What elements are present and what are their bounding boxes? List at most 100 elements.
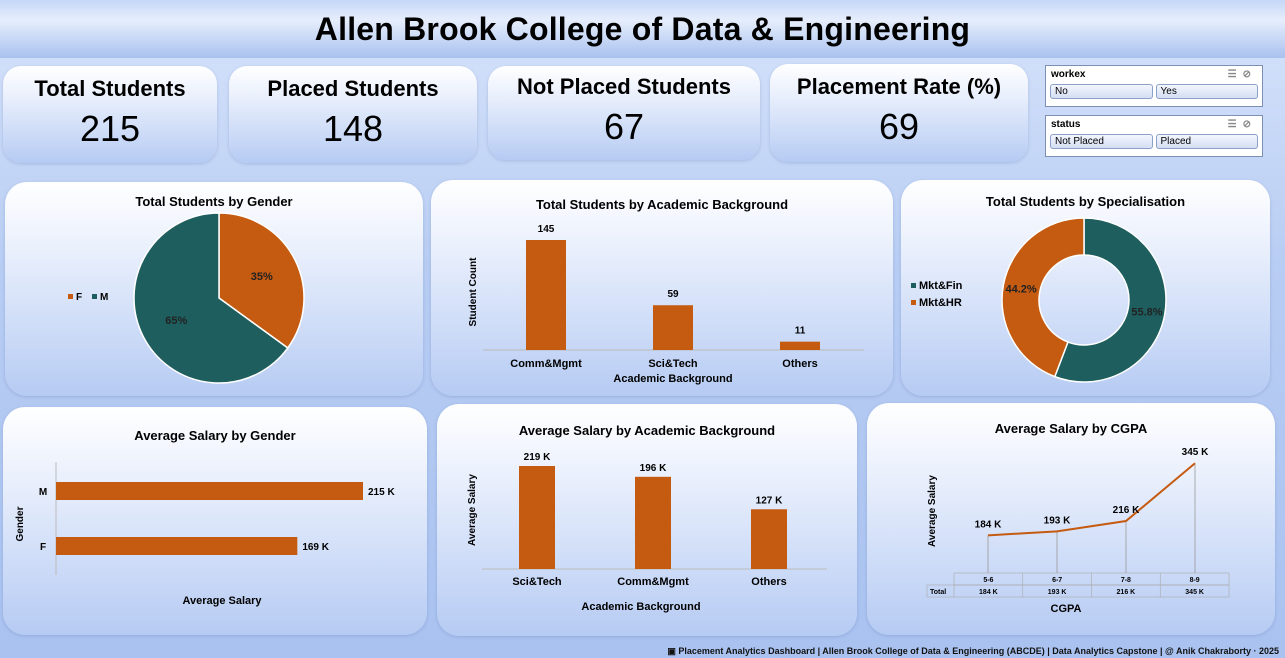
kpi-label: Total Students xyxy=(34,76,186,101)
kpi-value: 69 xyxy=(878,106,920,147)
slicer-option-no[interactable]: No xyxy=(1050,84,1153,99)
data-label: 65% xyxy=(165,315,187,327)
data-label: 184 K xyxy=(975,519,1002,530)
data-label: 196 K xyxy=(640,463,667,474)
pie-slice xyxy=(1001,217,1085,378)
tick-label: Others xyxy=(782,358,817,370)
data-label: 193 K xyxy=(1044,515,1071,526)
gender-pie-chart: 35% 65% F M xyxy=(68,212,305,384)
title-bar: Allen Brook College of Data & Engineerin… xyxy=(0,0,1285,58)
table-value-cell: 345 K xyxy=(1185,589,1204,596)
slicer-option-yes[interactable]: Yes xyxy=(1155,84,1258,99)
table-header-cell: 7-8 xyxy=(1121,577,1131,584)
pie-slice xyxy=(1053,217,1167,383)
data-label: 44.2% xyxy=(1005,283,1036,295)
tick-label: M xyxy=(39,487,47,498)
table-value-cell: 193 K xyxy=(1048,589,1067,596)
chart-title: Total Students by Academic Background xyxy=(535,197,789,212)
legend-swatch xyxy=(68,294,73,299)
pie-slice xyxy=(133,212,289,384)
dashboard-icon: ▣ xyxy=(667,646,676,656)
slicer-status[interactable]: status ☰⊘ Not Placed Placed xyxy=(1045,115,1263,157)
bar xyxy=(653,305,693,350)
bar xyxy=(751,509,787,569)
x-axis-label: CGPA xyxy=(1051,603,1082,615)
x-axis-label: Academic Background xyxy=(613,373,732,385)
chart-title: Average Salary by CGPA xyxy=(994,421,1148,436)
table-value-cell: 184 K xyxy=(979,589,998,596)
table-row-label: Total xyxy=(930,589,946,596)
clear-filter-icon[interactable]: ⊘ xyxy=(1242,68,1257,80)
salary-academic-bar-chart: 219 K Sci&Tech 196 K Comm&Mgmt 127 K Others Ac… xyxy=(467,452,827,613)
chart-title: Average Salary by Gender xyxy=(134,428,296,443)
chart-card-academic: Total Students by Academic Background 14… xyxy=(431,180,893,396)
pie-slice xyxy=(218,212,305,350)
x-axis-label: Average Salary xyxy=(182,595,262,607)
chart-title: Average Salary by Academic Background xyxy=(518,423,776,438)
data-label: 215 K xyxy=(368,487,395,498)
table-header-cell: 6-7 xyxy=(1052,577,1062,584)
tick-label: Sci&Tech xyxy=(648,358,698,370)
data-label: 127 K xyxy=(756,495,783,506)
legend-label: Mkt&Fin xyxy=(919,280,963,292)
table-data-row xyxy=(926,584,1230,598)
chart-card-salary-academic: Average Salary by Academic Background 21… xyxy=(437,404,857,636)
multi-select-icon[interactable]: ☰ xyxy=(1227,68,1243,80)
kpi-value: 67 xyxy=(603,106,645,147)
data-label: 59 xyxy=(667,289,679,300)
data-label: 345 K xyxy=(1182,447,1209,458)
page-title: Allen Brook College of Data & Engineerin… xyxy=(314,10,971,47)
data-label: 35% xyxy=(251,271,273,283)
chart-card-specialisation: Total Students by Specialisation 55.8% 44… xyxy=(901,180,1270,396)
chart-card-gender: Total Students by Gender 35% 65% F M xyxy=(5,182,423,396)
tick-label: Sci&Tech xyxy=(512,576,562,588)
academic-bar-chart: 145 Comm&Mgmt 59 Sci&Tech 11 Others Academic B… xyxy=(468,224,864,385)
data-label: 55.8% xyxy=(1131,307,1162,319)
tick-label: Comm&Mgmt xyxy=(617,576,689,588)
chart-card-salary-cgpa: Average Salary by CGPA 184 K 193 K 216 K 34… xyxy=(867,403,1275,635)
slicer-title: workex xyxy=(1051,68,1086,80)
kpi-not-placed-students: Not Placed Students 67 xyxy=(488,66,760,160)
multi-select-icon[interactable]: ☰ xyxy=(1227,118,1243,130)
kpi-value: 215 xyxy=(79,108,141,149)
footer: ▣ Placement Analytics Dashboard | Allen … xyxy=(667,646,1279,658)
salary-cgpa-line-chart: 184 K 193 K 216 K 345 K 5-6 184 K 6-7 193 K 7-8 2… xyxy=(926,447,1230,615)
slicer-workex[interactable]: workex ☰⊘ No Yes xyxy=(1045,65,1263,107)
bar xyxy=(780,341,820,350)
bar xyxy=(56,537,298,555)
table-value-cell: 216 K xyxy=(1117,589,1136,596)
kpi-placed-students: Placed Students 148 xyxy=(229,66,477,163)
slicer-option-placed[interactable]: Placed xyxy=(1155,134,1258,149)
bar xyxy=(519,466,555,569)
legend-label: M xyxy=(100,292,108,303)
data-label: 216 K xyxy=(1113,505,1140,516)
table-header-cell: 5-6 xyxy=(983,577,993,584)
slicer-option-not-placed[interactable]: Not Placed xyxy=(1050,134,1153,149)
data-label: 169 K xyxy=(302,542,329,553)
data-label: 145 xyxy=(538,224,555,235)
legend-swatch xyxy=(911,283,916,288)
footer-text: Placement Analytics Dashboard | Allen Br… xyxy=(678,646,1279,656)
kpi-label: Placement Rate (%) xyxy=(796,74,1002,99)
kpi-placement-rate: Placement Rate (%) 69 xyxy=(770,64,1028,162)
data-label: 11 xyxy=(795,326,806,337)
y-axis-label: Student Count xyxy=(468,257,479,327)
tick-label: F xyxy=(40,542,46,553)
tick-label: Comm&Mgmt xyxy=(510,358,582,370)
kpi-total-students: Total Students 215 xyxy=(3,66,217,163)
y-axis-label: Average Salary xyxy=(927,475,938,547)
legend-swatch xyxy=(911,300,916,305)
legend-label: Mkt&HR xyxy=(919,297,962,309)
kpi-value: 148 xyxy=(322,108,384,149)
series-line xyxy=(987,462,1196,537)
legend-label: F xyxy=(76,292,82,303)
chart-card-salary-gender: Average Salary by Gender 215 K M 169 K F Ave… xyxy=(3,407,427,635)
kpi-label: Not Placed Students xyxy=(517,74,731,99)
data-label: 219 K xyxy=(524,452,551,463)
bar xyxy=(526,240,566,350)
clear-filter-icon[interactable]: ⊘ xyxy=(1242,118,1257,130)
chart-title: Total Students by Gender xyxy=(135,194,293,209)
specialisation-donut-chart: 55.8% 44.2% Mkt&Fin Mkt&HR xyxy=(911,217,1167,383)
kpi-label: Placed Students xyxy=(267,76,439,101)
salary-gender-bar-chart: 215 K M 169 K F Average Salary Gender xyxy=(15,462,395,607)
